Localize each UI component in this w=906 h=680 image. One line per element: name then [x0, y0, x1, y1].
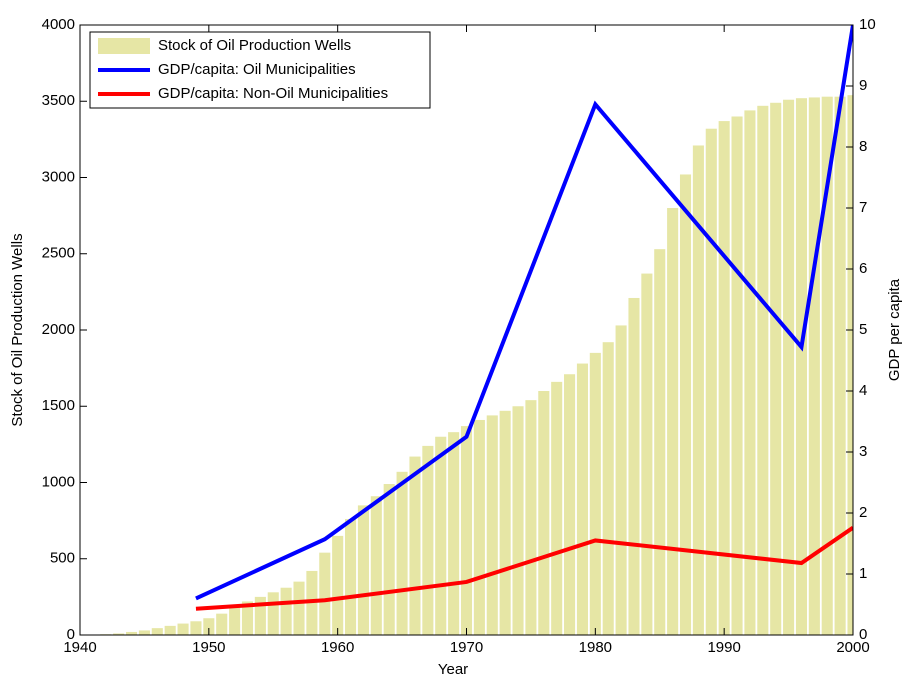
bar [203, 618, 215, 635]
y-tick-label: 500 [50, 550, 75, 567]
bar [435, 436, 447, 635]
y-tick-label: 1000 [42, 473, 75, 490]
x-tick-label: 1990 [707, 639, 740, 656]
y2-tick-label: 2 [859, 504, 867, 521]
bar [473, 419, 485, 635]
bar [383, 484, 395, 635]
bar [177, 623, 189, 635]
bar [564, 374, 576, 635]
bar [216, 613, 228, 635]
x-tick-label: 1970 [450, 639, 483, 656]
bar [319, 552, 331, 635]
y2-tick-label: 9 [859, 77, 867, 94]
y-tick-label: 3500 [42, 92, 75, 109]
bar [254, 596, 266, 635]
bar [551, 381, 563, 635]
x-tick-label: 1980 [579, 639, 612, 656]
bar [847, 95, 853, 635]
y2-tick-label: 10 [859, 16, 876, 33]
bar [783, 99, 795, 635]
y-tick-label: 0 [67, 626, 75, 643]
bar [770, 102, 782, 635]
bar [744, 110, 756, 635]
bar [409, 456, 421, 635]
y-tick-label: 1500 [42, 397, 75, 414]
bar [293, 581, 305, 635]
bar [370, 496, 382, 635]
bar [525, 400, 537, 635]
y2-tick-label: 3 [859, 443, 867, 460]
bar [164, 625, 176, 635]
bar [448, 432, 460, 635]
bar [125, 631, 138, 635]
bar [615, 325, 627, 635]
bar [628, 297, 640, 635]
bar [795, 98, 808, 635]
bar [808, 97, 820, 635]
y2-tick-label: 0 [859, 626, 867, 643]
x-axis-label: Year [438, 661, 468, 678]
bar [241, 601, 254, 635]
bar [538, 391, 550, 635]
bar [679, 174, 692, 635]
legend-swatch [98, 38, 150, 54]
bar [332, 535, 344, 635]
bar [512, 406, 524, 635]
legend: Stock of Oil Production Wells GDP/capita:… [89, 31, 431, 109]
bar [357, 505, 369, 635]
y2-tick-label: 8 [859, 138, 867, 155]
bar [757, 105, 769, 635]
legend-label: GDP/capita: Oil Municipalities [158, 61, 356, 78]
bar [692, 145, 704, 635]
y-tick-label: 4000 [42, 16, 75, 33]
y-tick-label: 2000 [42, 321, 75, 338]
line [195, 525, 853, 611]
line [195, 25, 853, 601]
bar [641, 273, 653, 635]
y2-axis-label: GDP per capita [886, 278, 903, 381]
bar [280, 587, 292, 635]
bar [654, 249, 666, 635]
bar [138, 630, 150, 635]
legend-label: Stock of Oil Production Wells [158, 37, 351, 54]
bar [345, 519, 357, 635]
bar [113, 633, 125, 635]
legend-label: GDP/capita: Non-Oil Municipalities [158, 85, 388, 102]
bar [821, 96, 833, 635]
bar [589, 352, 601, 635]
bar [731, 116, 743, 635]
y-tick-label: 3000 [42, 168, 75, 185]
y2-tick-label: 7 [859, 199, 867, 216]
x-tick-label: 2000 [836, 639, 869, 656]
bar [151, 628, 163, 635]
bar [499, 410, 511, 635]
y2-tick-label: 4 [859, 382, 867, 399]
bar [460, 426, 473, 635]
bar [667, 208, 679, 635]
x-tick-label: 1960 [321, 639, 354, 656]
bar [576, 363, 588, 635]
y2-tick-label: 5 [859, 321, 867, 338]
y2-tick-label: 1 [859, 565, 867, 582]
y-axis-label: Stock of Oil Production Wells [9, 233, 26, 426]
y-tick-label: 2500 [42, 245, 75, 262]
y2-tick-label: 6 [859, 260, 867, 277]
x-tick-label: 1940 [63, 639, 96, 656]
bar [190, 621, 202, 635]
bar [486, 415, 498, 635]
x-tick-label: 1950 [192, 639, 225, 656]
bar [267, 592, 279, 635]
bar [705, 128, 717, 635]
bar [602, 342, 614, 635]
bar [834, 96, 846, 635]
bar [718, 121, 730, 635]
bar [229, 607, 241, 635]
bar [422, 445, 434, 635]
bar [396, 471, 408, 635]
plot-area [87, 25, 853, 635]
